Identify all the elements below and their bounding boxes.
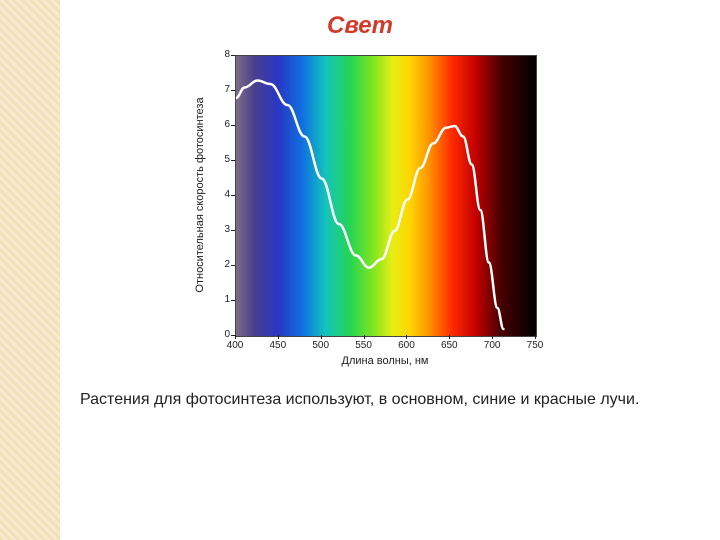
x-tick-label: 550 bbox=[352, 340, 376, 351]
x-tick-mark bbox=[492, 335, 493, 339]
x-tick-mark bbox=[321, 335, 322, 339]
y-tick-label: 6 bbox=[218, 119, 230, 130]
x-tick-label: 700 bbox=[480, 340, 504, 351]
curve-path bbox=[236, 81, 503, 330]
x-tick-label: 650 bbox=[437, 340, 461, 351]
y-tick-label: 8 bbox=[218, 49, 230, 60]
x-tick-label: 400 bbox=[223, 340, 247, 351]
y-tick-label: 2 bbox=[218, 259, 230, 270]
photosynthesis-curve bbox=[236, 56, 536, 336]
x-tick-mark bbox=[535, 335, 536, 339]
y-tick-mark bbox=[231, 230, 235, 231]
x-tick-mark bbox=[364, 335, 365, 339]
plot-area bbox=[235, 55, 537, 337]
x-tick-mark bbox=[235, 335, 236, 339]
caption-text: Растения для фотосинтеза используют, в о… bbox=[80, 390, 680, 411]
y-axis-label: Относительная скорость фотосинтеза bbox=[194, 97, 206, 292]
x-tick-mark bbox=[449, 335, 450, 339]
y-tick-label: 3 bbox=[218, 224, 230, 235]
page-title: Свет bbox=[0, 12, 720, 40]
y-tick-mark bbox=[231, 195, 235, 196]
y-tick-label: 7 bbox=[218, 84, 230, 95]
y-tick-mark bbox=[231, 300, 235, 301]
y-tick-label: 5 bbox=[218, 154, 230, 165]
decorative-stripe bbox=[0, 0, 60, 540]
y-tick-mark bbox=[231, 160, 235, 161]
x-axis-label: Длина волны, нм bbox=[341, 355, 428, 367]
x-tick-label: 500 bbox=[309, 340, 333, 351]
spectrum-chart: Относительная скорость фотосинтеза Длина… bbox=[180, 47, 570, 377]
x-tick-label: 750 bbox=[523, 340, 547, 351]
y-tick-label: 4 bbox=[218, 189, 230, 200]
y-tick-mark bbox=[231, 265, 235, 266]
x-tick-mark bbox=[278, 335, 279, 339]
x-tick-label: 450 bbox=[266, 340, 290, 351]
y-tick-mark bbox=[231, 55, 235, 56]
y-tick-mark bbox=[231, 90, 235, 91]
y-tick-label: 0 bbox=[218, 329, 230, 340]
y-tick-mark bbox=[231, 125, 235, 126]
y-tick-label: 1 bbox=[218, 294, 230, 305]
x-tick-mark bbox=[406, 335, 407, 339]
x-tick-label: 600 bbox=[394, 340, 418, 351]
slide: Свет Относительная скорость фотосинтеза … bbox=[0, 0, 720, 540]
